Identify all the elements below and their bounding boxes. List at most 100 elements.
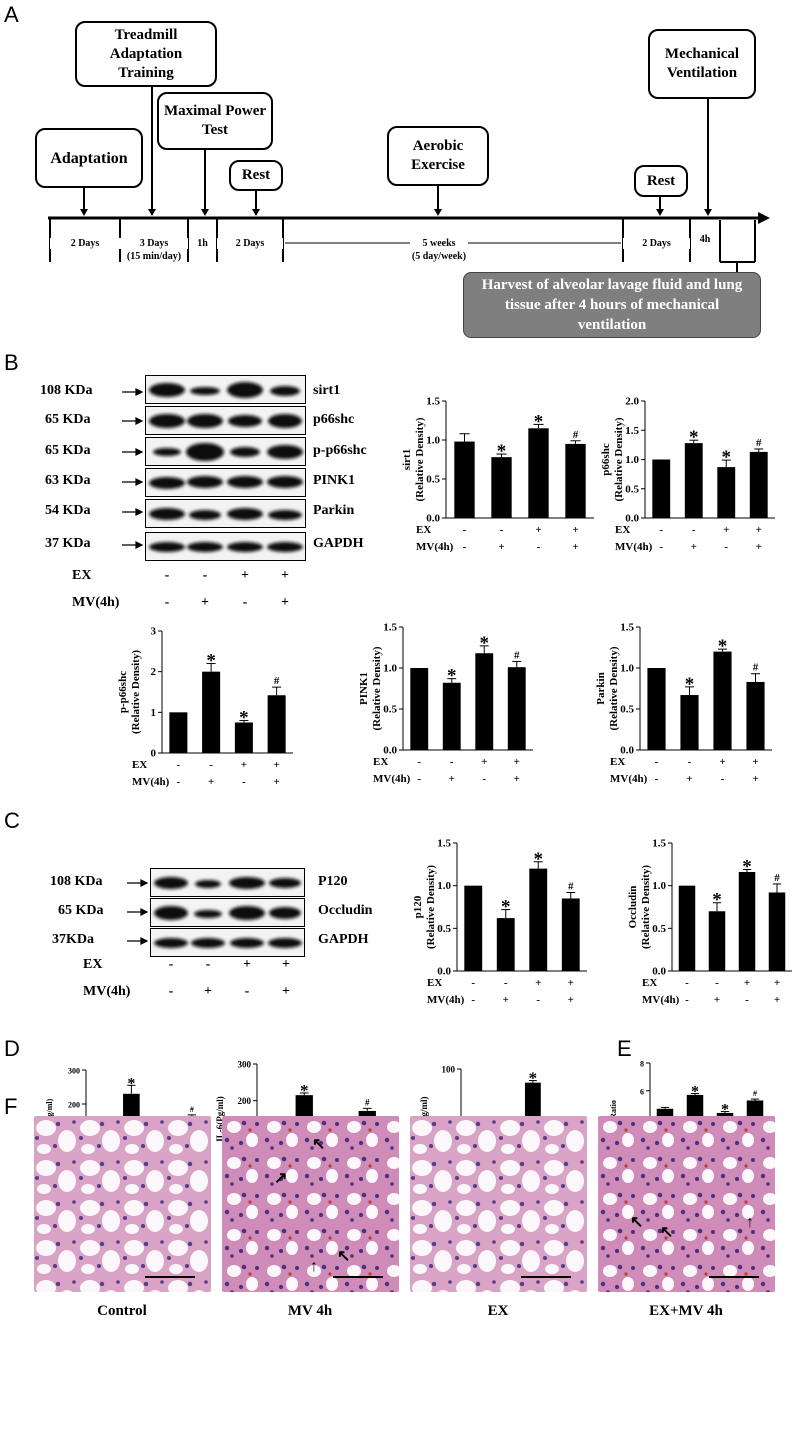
y-tick-label: 0.0 xyxy=(652,966,666,978)
blot-b-ex-sign: - xyxy=(202,568,208,583)
blot-b-kda-2: 65 KDa xyxy=(45,412,91,427)
bar xyxy=(202,671,221,753)
histology-image-ex-mv: ↖ ↖ ↑ xyxy=(598,1116,775,1292)
ex-label: EX xyxy=(132,759,147,771)
mv-sign: - xyxy=(685,994,689,1006)
y-tick-label: 200 xyxy=(68,1101,80,1110)
ex-sign: - xyxy=(715,977,719,989)
ex-sign: - xyxy=(692,524,696,536)
panel-label-c: C xyxy=(4,808,20,833)
duration-aerobic-note: (5 day/week) xyxy=(411,251,467,262)
box-aerobic-exercise: Aerobic Exercise xyxy=(387,126,489,186)
mv-sign: + xyxy=(498,541,504,553)
bar xyxy=(738,872,756,971)
y-axis-label: sirt1 xyxy=(401,449,413,470)
mv-sign: - xyxy=(745,994,749,1006)
bar xyxy=(442,682,461,750)
bar xyxy=(234,722,253,753)
ex-label: EX xyxy=(642,977,657,989)
blot-c-mv-sign: - xyxy=(244,984,250,999)
bar xyxy=(410,668,429,750)
y-tick-label: 0.0 xyxy=(625,513,639,525)
bar xyxy=(678,885,696,971)
blot-c-mv-sign: - xyxy=(168,984,174,999)
blot-b-mv-sign: + xyxy=(201,595,209,610)
y-tick-label: 300 xyxy=(68,1067,80,1076)
duration-treadmill: 3 Days xyxy=(120,238,188,249)
bar-chart-p-p66shc: 0 1 2 3 p-p66shc (Relative Density) - - * - + * + - # +… xyxy=(117,626,293,788)
blot-c-arrows xyxy=(127,879,149,945)
ex-sign: + xyxy=(752,756,758,768)
blot-b-mv-sign: + xyxy=(281,595,289,610)
panel-label-d: D xyxy=(4,1036,20,1061)
bar xyxy=(528,428,549,518)
bar xyxy=(565,443,586,518)
bar-chart-parkin: 0.0 0.5 1.0 1.5 Parkin (Relative Density) - - * -… xyxy=(595,622,772,785)
ex-label: EX xyxy=(416,524,431,536)
scale-bar xyxy=(145,1276,195,1278)
y-tick-label: 0.5 xyxy=(620,704,634,716)
histology-caption: EX xyxy=(487,1303,509,1319)
blot-b-name-1: sirt1 xyxy=(313,383,341,398)
blot-b-image xyxy=(145,375,306,561)
bar xyxy=(475,653,494,750)
y-axis-label: Parkin xyxy=(595,672,607,704)
mv-sign: - xyxy=(417,773,421,785)
ex-sign: - xyxy=(685,977,689,989)
ex-sign: + xyxy=(572,524,578,536)
significance-mark: * xyxy=(718,636,728,657)
significance-mark: * xyxy=(480,633,490,654)
significance-mark: # xyxy=(756,437,762,449)
bar xyxy=(267,695,286,753)
y-tick-label: 0.5 xyxy=(383,704,397,716)
y-tick-label: 1.0 xyxy=(437,880,451,892)
duration-ventilation: 4h xyxy=(699,234,711,245)
significance-mark: * xyxy=(497,441,507,462)
mv-sign: + xyxy=(514,773,520,785)
blot-c-mv-sign: + xyxy=(204,984,212,999)
blot-c-ex-label: EX xyxy=(83,957,103,972)
bar-chart-occludin: 0.0 0.5 1.0 1.5 Occludin (Relative Density) - -… xyxy=(627,838,792,1006)
bar xyxy=(749,451,768,518)
mv-sign: - xyxy=(536,994,540,1006)
blot-c-image xyxy=(150,868,305,957)
y-tick-label: 1.5 xyxy=(426,396,440,408)
arrow-icon: ↖ xyxy=(337,1248,351,1265)
mv-sign: + xyxy=(273,776,279,788)
mv-sign: + xyxy=(208,776,214,788)
significance-mark: * xyxy=(712,890,722,911)
ex-label: EX xyxy=(373,756,388,768)
significance-mark: # xyxy=(774,872,780,884)
ex-sign: + xyxy=(535,977,541,989)
ex-sign: + xyxy=(719,756,725,768)
significance-mark: * xyxy=(127,1075,135,1092)
blot-b-mv-label: MV(4h) xyxy=(72,595,120,610)
box-rest-2: Rest xyxy=(634,165,688,197)
y-axis-label: (Relative Density) xyxy=(371,646,383,730)
bar xyxy=(529,868,548,971)
arrow-icon: ↖ xyxy=(660,1224,674,1241)
ex-sign: - xyxy=(659,524,663,536)
y-axis-label: p66shc xyxy=(600,443,612,476)
mv-sign: + xyxy=(756,541,762,553)
significance-mark: # xyxy=(568,880,574,892)
y-tick-label: 3 xyxy=(151,626,157,638)
mv-sign: + xyxy=(449,773,455,785)
mv-sign: - xyxy=(724,541,728,553)
blot-c-mv-label: MV(4h) xyxy=(83,984,131,999)
blot-b-kda-3: 65 KDa xyxy=(45,443,91,458)
bar xyxy=(680,695,699,750)
ex-sign: - xyxy=(177,759,181,771)
blot-b-name-4: PINK1 xyxy=(313,473,355,488)
ex-sign: - xyxy=(500,524,504,536)
blot-b-kda-4: 63 KDa xyxy=(45,473,91,488)
y-tick-label: 0.0 xyxy=(620,745,634,757)
y-tick-label: 0.0 xyxy=(437,966,451,978)
scale-bar xyxy=(333,1276,383,1278)
bar xyxy=(491,457,512,518)
ex-sign: + xyxy=(774,977,780,989)
y-tick-label: 300 xyxy=(238,1060,252,1070)
bar xyxy=(708,911,726,971)
blot-c-name-3: GAPDH xyxy=(318,932,369,947)
y-tick-label: 1.0 xyxy=(625,454,639,466)
